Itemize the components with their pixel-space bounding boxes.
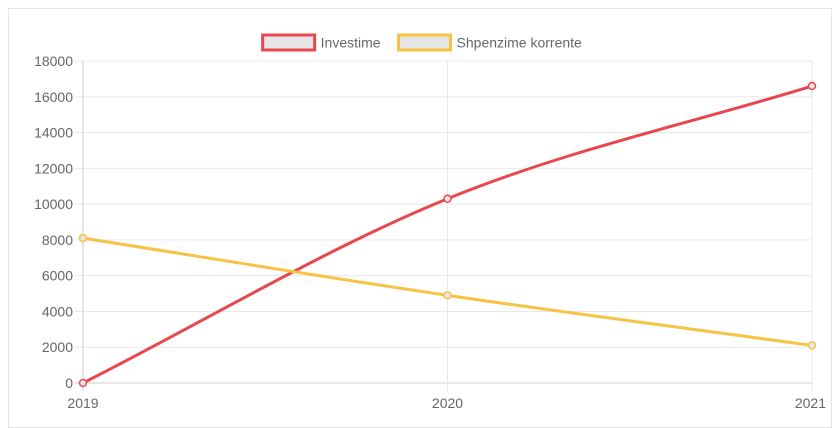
x-tick-label: 2019 xyxy=(67,395,98,411)
gridlines xyxy=(75,60,813,391)
legend-swatch[interactable] xyxy=(397,33,453,52)
axes: 0 2000 4000 6000 8000 10000 12000 14000 16000 180… xyxy=(34,53,826,411)
chart-panel xyxy=(8,8,832,428)
y-tick-label: 2000 xyxy=(42,339,73,355)
x-tick-label: 2021 xyxy=(795,395,826,411)
legend: Investime Shpenzime korrente xyxy=(261,33,583,52)
y-tick-label: 6000 xyxy=(42,268,73,284)
y-tick-label: 10000 xyxy=(34,196,73,212)
series-lines xyxy=(78,81,817,388)
data-point[interactable] xyxy=(443,291,452,300)
data-point[interactable] xyxy=(443,194,452,203)
legend-label[interactable]: Investime xyxy=(321,35,381,51)
data-point[interactable] xyxy=(78,233,88,243)
legend-label[interactable]: Shpenzime korrente xyxy=(457,35,583,51)
data-point[interactable] xyxy=(807,341,817,350)
y-tick-label: 14000 xyxy=(34,125,73,141)
y-tick-label: 8000 xyxy=(42,232,73,248)
y-tick-label: 12000 xyxy=(34,160,73,176)
data-point[interactable] xyxy=(807,81,817,91)
y-tick-label: 0 xyxy=(65,375,73,391)
legend-swatch[interactable] xyxy=(261,33,317,52)
y-tick-label: 16000 xyxy=(34,89,73,105)
y-tick-label: 18000 xyxy=(34,53,73,69)
data-point[interactable] xyxy=(78,378,88,388)
x-tick-label: 2020 xyxy=(432,395,463,411)
y-tick-label: 4000 xyxy=(42,303,73,319)
